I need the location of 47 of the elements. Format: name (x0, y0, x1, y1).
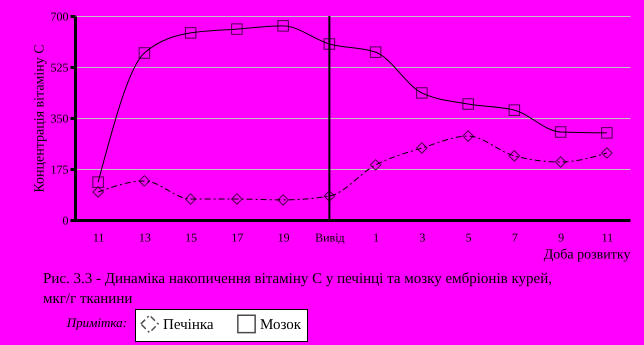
y-tick-label: 175 (50, 162, 68, 176)
point (416, 142, 428, 154)
y-tick-label: 0 (62, 214, 68, 228)
point (184, 193, 196, 205)
point (601, 147, 613, 159)
x-tick-label: 1 (373, 230, 380, 244)
point (554, 126, 566, 138)
point (231, 23, 243, 35)
text: Рис. 3.3 - Динаміка накопичення вітаміну С у печінці та мозку ембріонів курей, мкг/г тканини (43, 271, 552, 307)
point (324, 38, 336, 50)
x-tick-label: 11 (602, 230, 614, 244)
x-tick-label: 13 (138, 230, 151, 244)
legend-label: Печінка (163, 316, 214, 333)
point (138, 47, 150, 59)
y-tick-label: 700 (50, 10, 68, 24)
y-axis-title: Концентрація вітаміну С (32, 44, 48, 193)
point (370, 159, 382, 171)
x-tick-label: 17 (231, 230, 244, 244)
x-tick-label: 15 (185, 230, 198, 244)
point (277, 20, 289, 32)
point (601, 127, 613, 139)
point (92, 176, 104, 188)
point (231, 193, 243, 205)
x-tick-label: 9 (558, 230, 564, 244)
x-tick-label: 7 (512, 230, 518, 244)
point (277, 194, 289, 206)
x-tick-label: 5 (466, 230, 472, 244)
x-tick-label: 19 (278, 230, 290, 244)
y-tick-label: 525 (50, 60, 68, 74)
y-tick-label: 350 (50, 112, 68, 126)
point (138, 175, 150, 187)
x-tick-label: Вивід (315, 230, 345, 244)
x-tick-label: 11 (92, 230, 104, 244)
point (462, 98, 474, 110)
point (324, 190, 336, 202)
point (508, 104, 520, 116)
point (508, 150, 520, 162)
point (92, 186, 104, 198)
legend-label: Мозок (260, 316, 302, 333)
point (462, 130, 474, 142)
x-axis-title: Доба розвитку (544, 248, 630, 262)
point (554, 156, 566, 168)
text: Примітка: (66, 315, 127, 330)
x-tick-label: 3 (419, 230, 426, 244)
point (370, 46, 382, 58)
point (416, 87, 428, 99)
point (184, 27, 196, 39)
